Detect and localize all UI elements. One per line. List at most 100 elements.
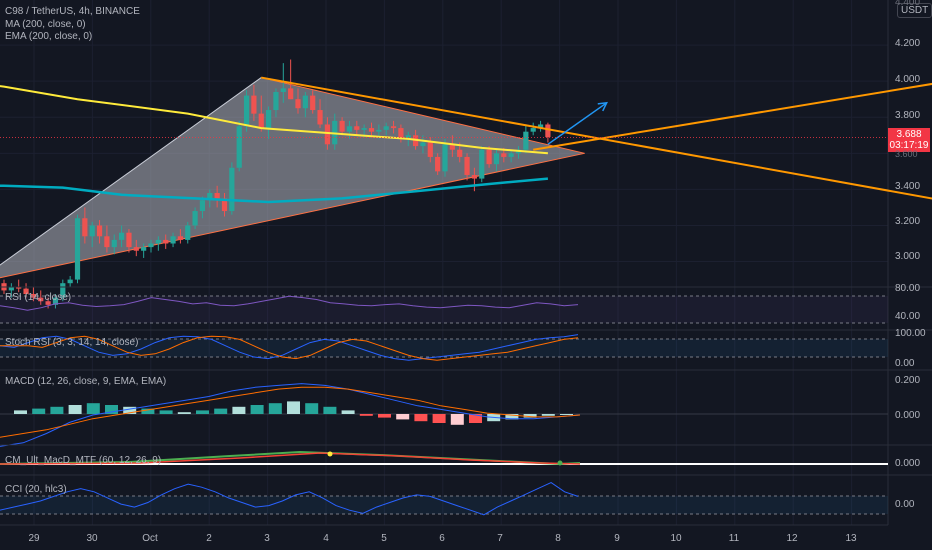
- candle-body: [537, 124, 544, 129]
- candle-body: [310, 95, 316, 111]
- macd-histogram-bar: [469, 414, 482, 423]
- candle-body: [317, 110, 323, 125]
- arrow-head: [597, 101, 608, 112]
- ema-legend[interactable]: EMA (200, close, 0): [5, 31, 93, 42]
- stoch-axis-0: 0.00: [895, 358, 915, 369]
- time-label: 9: [614, 533, 620, 544]
- candle-body: [126, 232, 132, 248]
- candle-body: [427, 142, 433, 157]
- ma-200-line: [0, 85, 548, 155]
- price-tick-partial: 3.600: [895, 149, 918, 159]
- candle-body: [229, 167, 235, 212]
- candle-body: [163, 239, 169, 244]
- rsi-label[interactable]: RSI (14, close): [5, 292, 72, 303]
- candle-body: [280, 88, 286, 92]
- macd-histogram-bar: [159, 410, 173, 414]
- time-label: 8: [555, 533, 561, 544]
- candle-body: [45, 301, 51, 305]
- rsi-line: [0, 295, 579, 311]
- candle-body: [545, 124, 551, 138]
- candle-body: [420, 142, 426, 147]
- candle-body: [523, 131, 529, 150]
- macd-histogram-bar: [214, 408, 228, 414]
- macd-histogram-bar: [50, 406, 64, 414]
- indicator-panes: [0, 295, 888, 516]
- macd-histogram-bar: [523, 414, 537, 418]
- macd-histogram-bar: [432, 414, 446, 423]
- candle-body: [155, 239, 161, 244]
- pattern-edge: [0, 77, 262, 266]
- time-label: 30: [86, 533, 98, 544]
- macd-line: [0, 383, 581, 447]
- time-label: Oct: [142, 533, 158, 544]
- pattern-edge: [261, 77, 585, 154]
- candle-body: [82, 218, 88, 237]
- trendline: [533, 82, 932, 151]
- candle-body: [67, 279, 73, 284]
- candle-body: [38, 297, 44, 302]
- price-tick: 3.800: [895, 110, 921, 121]
- candle-body: [324, 124, 330, 145]
- rsi-axis-80: 80.00: [895, 283, 921, 294]
- macd-histogram-bar: [68, 405, 82, 414]
- time-label: 5: [381, 533, 387, 544]
- cm-axis-zero: 0.000: [895, 458, 921, 469]
- macd-histogram-bar: [378, 414, 391, 418]
- candle-body: [185, 225, 191, 240]
- projection-arrow: [547, 102, 608, 145]
- candle-body: [435, 156, 441, 172]
- candle-body: [141, 247, 147, 251]
- time-label: 7: [497, 533, 503, 544]
- price-tick: 4.200: [895, 38, 921, 49]
- candle-body: [258, 113, 264, 129]
- cci-line: [0, 482, 579, 516]
- candle-body: [199, 200, 206, 212]
- macd-histogram-bar: [505, 414, 519, 420]
- trendline-drawings[interactable]: [261, 76, 932, 208]
- candle-body: [449, 144, 455, 150]
- stoch-d-line: [0, 335, 579, 361]
- candle-body: [390, 126, 397, 129]
- currency-button[interactable]: USDT: [897, 3, 932, 18]
- macd-histogram-bar: [287, 401, 300, 414]
- macd-axis-top: 0.200: [895, 375, 921, 386]
- candle-body: [273, 91, 279, 111]
- cci-label[interactable]: CCI (20, hlc3): [5, 484, 67, 495]
- macd-histogram-bar: [414, 414, 428, 422]
- time-label: 29: [28, 533, 40, 544]
- candle-body: [148, 243, 154, 248]
- stoch-k-line: [0, 334, 579, 361]
- macd-histogram-bar: [268, 403, 282, 414]
- candle-body: [96, 225, 103, 237]
- candle-body: [479, 149, 485, 179]
- macd-histogram-bar: [141, 408, 155, 414]
- candle-body: [346, 126, 353, 132]
- macd-histogram-bar: [396, 414, 410, 420]
- moving-averages: [0, 85, 549, 204]
- chart-legend: C98 / TetherUS, 4h, BINANCE MA (200, clo…: [5, 6, 140, 44]
- candle-body: [354, 126, 360, 130]
- macd-label[interactable]: MACD (12, 26, close, 9, EMA, EMA): [5, 376, 167, 387]
- candle-body: [530, 128, 536, 132]
- candle-body: [8, 286, 14, 291]
- price-tick: 3.400: [895, 181, 921, 192]
- candle-body: [288, 88, 294, 100]
- macd-histogram-bar: [250, 405, 264, 414]
- ma-legend[interactable]: MA (200, close, 0): [5, 18, 86, 30]
- cm-macd-label[interactable]: CM_Ult_MacD_MTF (60, 12, 26, 9): [5, 455, 162, 466]
- candle-body: [104, 236, 110, 248]
- last-price-badge: 3.688 03:17:19: [888, 128, 930, 152]
- candle-body: [376, 129, 382, 132]
- time-label: 12: [786, 533, 798, 544]
- macd-histogram-bar: [86, 403, 100, 414]
- symbol-title[interactable]: C98 / TetherUS, 4h, BINANCE: [5, 6, 140, 17]
- candle-body: [221, 198, 228, 212]
- trendline: [261, 76, 932, 200]
- candle-body: [493, 153, 500, 165]
- stoch-rsi-label[interactable]: Stoch RSI (3, 3, 14, 14, close): [5, 337, 139, 348]
- pane-separators[interactable]: [0, 286, 932, 476]
- pattern-drawings[interactable]: [0, 77, 585, 284]
- cci-axis-zero: 0.00: [895, 499, 915, 510]
